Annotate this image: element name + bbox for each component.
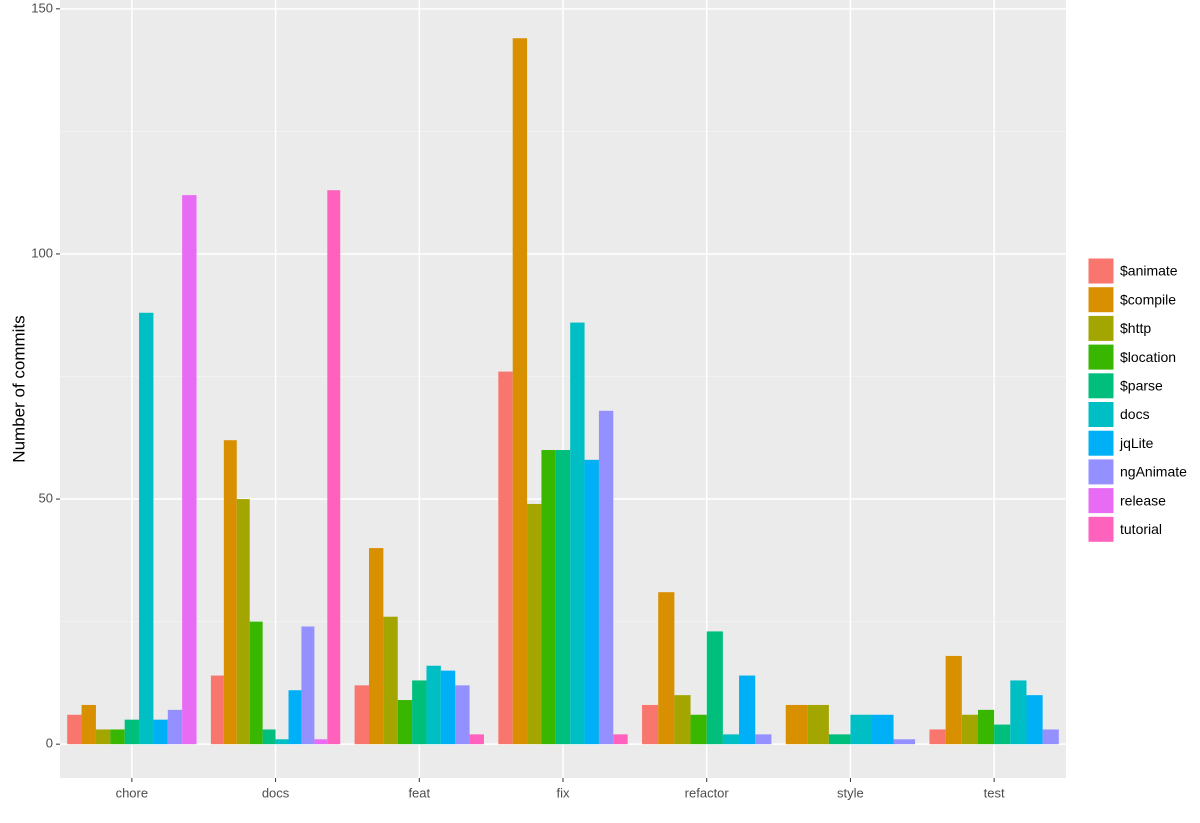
bar: [541, 450, 556, 745]
x-tick-label: refactor: [685, 785, 730, 800]
legend-label: $parse: [1120, 378, 1163, 394]
legend: $animate $compile $http $location $parse docs…: [1087, 257, 1187, 543]
bar: [755, 734, 772, 745]
legend-label: tutorial: [1120, 521, 1162, 537]
bar: [288, 690, 302, 745]
bar: [1042, 729, 1059, 745]
y-tick-label: 0: [46, 736, 53, 751]
bar: [722, 734, 740, 745]
bar: [182, 195, 197, 745]
x-tick-label: feat: [408, 785, 430, 800]
bars: [67, 38, 1059, 745]
x-tick-label: style: [837, 785, 864, 800]
legend-swatch: [1087, 458, 1115, 486]
bar: [397, 700, 413, 745]
bar: [945, 655, 962, 745]
x-tick-label: chore: [116, 785, 149, 800]
bar: [440, 670, 456, 745]
bar: [584, 459, 599, 745]
legend-label: jqLite: [1119, 435, 1154, 451]
bar: [498, 371, 513, 745]
bar: [994, 724, 1011, 745]
legend-swatch: [1087, 343, 1115, 371]
bar: [929, 729, 946, 745]
bar: [469, 734, 484, 745]
bar: [354, 685, 369, 745]
legend-swatch: [1087, 286, 1115, 314]
bar: [110, 729, 125, 745]
bar: [706, 631, 723, 745]
bar: [139, 312, 154, 745]
legend-swatch: [1087, 314, 1115, 342]
bar: [81, 704, 96, 745]
bar: [658, 592, 675, 745]
bar: [262, 729, 276, 745]
bar: [167, 709, 183, 745]
bar: [314, 739, 328, 745]
y-tick-label: 150: [31, 0, 53, 15]
legend-label: $animate: [1120, 263, 1178, 279]
legend-swatch: [1087, 487, 1115, 515]
legend-label: $compile: [1120, 291, 1176, 307]
legend-label: ngAnimate: [1120, 464, 1187, 480]
bar: [455, 685, 470, 745]
bar: [236, 499, 250, 745]
bar: [739, 675, 756, 745]
y-axis-title: Number of commits: [9, 315, 28, 462]
bar: [124, 719, 140, 745]
bar: [785, 704, 808, 745]
bar: [613, 734, 628, 745]
y-tick-label: 100: [31, 245, 53, 260]
bar: [301, 626, 315, 745]
bar: [275, 739, 289, 745]
bar: [412, 680, 427, 745]
bar: [642, 704, 659, 745]
legend-swatch: [1087, 372, 1115, 400]
bar: [598, 410, 614, 745]
bar: [383, 616, 398, 745]
x-tick-label: fix: [557, 785, 571, 800]
bar: [426, 665, 441, 745]
legend-label: docs: [1120, 406, 1150, 422]
bar: [961, 714, 978, 745]
legend-swatch: [1087, 401, 1115, 428]
bar: [95, 729, 111, 745]
bar: [690, 714, 707, 745]
bar: [210, 675, 224, 745]
bar: [67, 714, 82, 745]
bar: [807, 704, 829, 745]
bar: [871, 714, 894, 745]
legend-label: $location: [1120, 349, 1176, 365]
bar: [977, 709, 995, 745]
legend-label: release: [1120, 492, 1166, 508]
bar: [368, 548, 384, 745]
x-tick-label: test: [984, 785, 1005, 800]
bar: [527, 503, 542, 745]
bar: [223, 440, 237, 745]
bar: [555, 450, 571, 745]
bar: [850, 714, 872, 745]
bar: [828, 734, 851, 745]
legend-swatch: [1087, 515, 1115, 543]
bar: [153, 719, 168, 745]
bar: [1026, 695, 1043, 745]
legend-label: $http: [1120, 320, 1151, 336]
legend-swatch: [1087, 257, 1115, 285]
bar: [674, 695, 691, 745]
bar: [249, 621, 263, 745]
bar: [893, 739, 916, 745]
bar: [1010, 680, 1027, 745]
bar: [570, 322, 585, 745]
y-tick-label: 50: [39, 490, 53, 505]
bar: [512, 38, 528, 745]
legend-swatch: [1087, 429, 1115, 457]
bar: [327, 190, 341, 745]
x-tick-label: docs: [262, 785, 290, 800]
